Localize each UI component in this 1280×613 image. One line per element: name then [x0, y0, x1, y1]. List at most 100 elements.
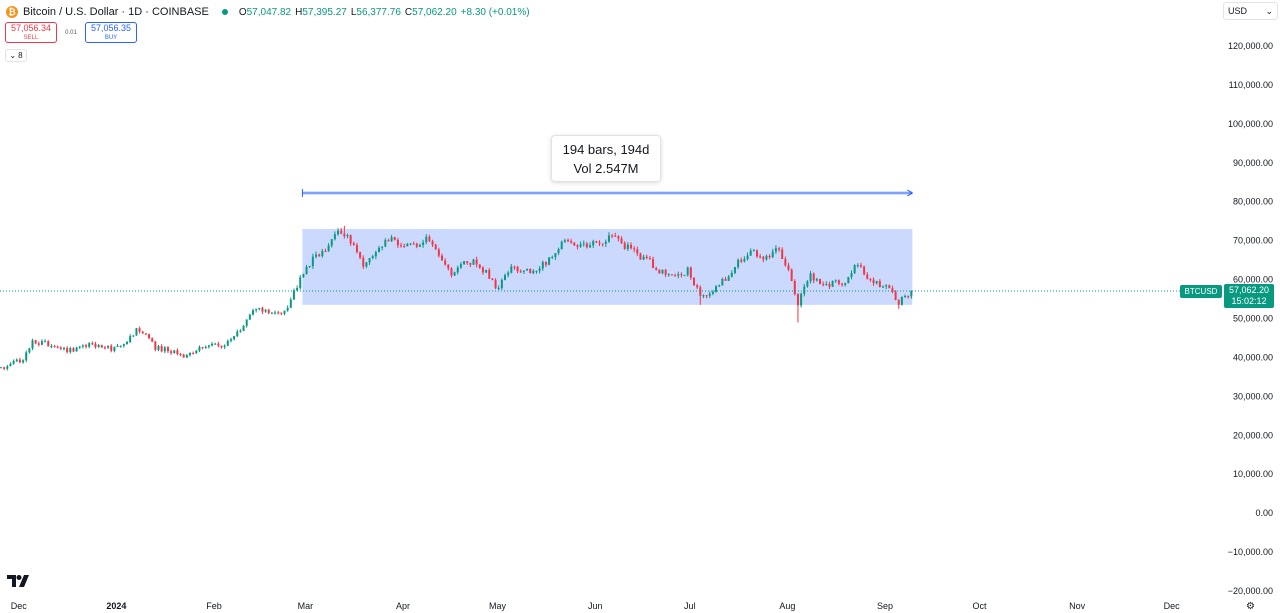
y-tick-label: 30,000.00: [1233, 391, 1273, 401]
y-tick-label: −20,000.00: [1228, 586, 1273, 596]
symbol-title[interactable]: Bitcoin / U.S. Dollar · 1D · COINBASE: [23, 6, 209, 18]
candle-body: [611, 235, 614, 237]
sell-price: 57,056.34: [10, 23, 52, 33]
candle-body: [318, 254, 321, 257]
trade-buttons: 57,056.34 SELL 0.01 57,056.35 BUY: [5, 22, 137, 43]
candle-body: [330, 239, 333, 246]
buy-button[interactable]: 57,056.35 BUY: [85, 22, 137, 43]
candle-body: [428, 236, 431, 241]
candle-body: [544, 261, 547, 265]
candle-body: [132, 335, 135, 337]
candle-body: [315, 254, 317, 257]
candle-body: [343, 233, 346, 237]
x-tick-label: Sep: [877, 601, 893, 611]
time-axis[interactable]: Dec 2024 Feb Mar Apr May Jun Jul Aug Sep Oct Nov Dec: [11, 601, 1180, 611]
candle-body: [563, 240, 566, 242]
candle-body: [756, 250, 758, 257]
candle-body: [730, 272, 733, 277]
candle-body: [910, 291, 913, 297]
candle-body: [686, 267, 689, 276]
candle-body: [63, 347, 65, 349]
candle-body: [173, 350, 176, 354]
candle-body: [693, 277, 695, 286]
candle-body: [182, 354, 185, 358]
y-tick-label: 120,000.00: [1228, 41, 1273, 51]
measure-tool[interactable]: [301, 188, 914, 305]
candle-body: [415, 243, 418, 247]
candle-body: [759, 256, 762, 258]
measure-range-box[interactable]: [302, 228, 913, 305]
price-axis[interactable]: −20,000.00 −10,000.00 0.00 10,000.00 20,000.…: [1228, 41, 1273, 596]
gear-icon[interactable]: ⚙: [1246, 601, 1255, 612]
candle-body: [705, 295, 708, 297]
candle-body: [774, 248, 777, 252]
y-tick-label: 80,000.00: [1233, 197, 1273, 207]
candle-body: [837, 280, 840, 284]
candle-body: [645, 256, 648, 259]
measure-bars: 194 bars, 194d: [562, 141, 650, 157]
candle-body: [292, 290, 295, 300]
y-tick-label: 20,000.00: [1233, 430, 1273, 440]
candle-body: [18, 359, 21, 363]
candle-body: [201, 347, 204, 349]
candle-body: [677, 274, 680, 276]
candle-body: [819, 279, 821, 285]
candles: [0, 225, 913, 371]
candle-body: [825, 283, 828, 285]
candle-body: [891, 288, 894, 292]
candle-body: [40, 341, 43, 345]
candle-body: [614, 235, 617, 237]
tradingview-logo-icon[interactable]: [7, 575, 29, 587]
candle-body: [107, 345, 110, 348]
candle-body: [529, 268, 532, 274]
sell-button[interactable]: 57,056.34 SELL: [5, 22, 57, 43]
indicators-count: 8: [18, 51, 23, 60]
currency-value: USD: [1228, 6, 1248, 16]
y-tick-label: 110,000.00: [1229, 80, 1273, 90]
candle-body: [444, 260, 447, 265]
candle-body: [396, 239, 399, 246]
candle-body: [195, 350, 198, 354]
candle-body: [302, 274, 305, 278]
candle-body: [381, 246, 384, 248]
candle-body: [28, 348, 31, 353]
candle-body: [119, 345, 122, 347]
candle-body: [138, 328, 141, 332]
candle-body: [859, 265, 862, 267]
candle-body: [787, 265, 790, 270]
candle-body: [576, 245, 579, 247]
candle-body: [371, 256, 374, 259]
candle-body: [289, 299, 292, 308]
candle-body: [636, 249, 639, 254]
candle-body: [258, 307, 261, 309]
candle-body: [504, 275, 506, 280]
candle-body: [252, 310, 254, 315]
candle-body: [853, 265, 856, 274]
candle-body: [91, 343, 94, 345]
buy-label: BUY: [104, 35, 118, 41]
candle-body: [507, 272, 510, 276]
candle-body: [765, 255, 768, 260]
candle-body: [229, 339, 232, 341]
candle-body: [245, 319, 248, 326]
candle-body: [311, 256, 314, 267]
candle-body: [532, 270, 535, 274]
candle-body: [144, 333, 147, 335]
x-tick-label: Apr: [396, 601, 410, 611]
candle-body: [598, 242, 601, 244]
candle-body: [346, 235, 349, 237]
candle-body: [81, 345, 84, 347]
currency-select[interactable]: USD ⌄: [1223, 2, 1278, 20]
candle-body: [727, 276, 730, 281]
candle-body: [803, 286, 806, 294]
candle-body: [97, 345, 100, 347]
candle-body: [491, 278, 494, 280]
candle-body: [305, 266, 308, 275]
x-tick-label: 2024: [106, 601, 126, 611]
candle-body: [869, 278, 872, 280]
indicators-toggle-button[interactable]: ⌄ 8: [5, 49, 27, 62]
candle-body: [793, 281, 796, 295]
candle-body: [387, 240, 390, 242]
ohlc-change: +8.30 (+0.01%): [460, 6, 530, 18]
